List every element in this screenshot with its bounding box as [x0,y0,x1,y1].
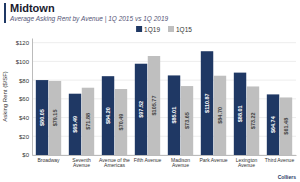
bar [69,94,81,155]
y-tick-label: $80 [19,78,30,84]
bar [36,80,48,155]
x-tick-label: Third Avenue [265,157,295,163]
y-tick-label: $0 [22,152,29,158]
data-label: $61.48 [283,118,289,135]
bar [267,94,279,155]
grid-line [32,61,296,62]
y-tick-label: $120 [16,40,30,46]
y-tick: $100 [16,59,32,65]
y-tick: $80 [19,78,32,84]
y-tick-label: $20 [19,134,30,140]
bar [214,76,226,155]
y-tick-label: $100 [16,59,30,65]
data-label: $105.77 [151,96,157,116]
data-label: $97.52 [138,101,144,118]
legend-swatch [168,26,174,32]
bar [102,76,114,155]
bar [201,51,213,155]
x-tick-label: Avenue of theAmericas [99,157,130,169]
data-label: $80.05 [39,109,45,126]
x-tick-label: MadisonAvenue [171,157,190,169]
bar [115,89,127,155]
bar [168,75,180,155]
x-tick: MadisonAvenue [171,155,190,168]
data-label: $64.74 [270,115,276,133]
y-axis-line [32,39,33,156]
bar [247,86,259,155]
plot: $0 $20 $40 $60 $80 $100 $120 Broadway SeventhAve… [16,39,297,169]
grid-line [32,80,296,81]
x-tick: Fifth Avenue [134,155,162,163]
legend-label: 1Q15 [176,26,192,34]
data-label: $79.15 [52,110,58,127]
data-label: $85.01 [171,107,177,124]
annotation: Colliers [278,174,297,180]
y-tick: $20 [19,134,32,140]
data-label: $73.65 [184,112,190,129]
bar [49,81,61,155]
y-axis-title: Asking Rent ($/SF) [2,71,8,122]
data-label: $84.70 [217,107,223,124]
chart: MidtownAverage Asking Rent by Avenue | 1… [0,0,300,182]
bar [135,64,147,155]
x-tick: Avenue of theAmericas [99,155,130,168]
legend-item: 1Q19 [136,26,160,34]
bar [148,56,160,155]
bar [234,73,246,155]
y-tick: $40 [19,115,32,121]
accent-bar [4,3,6,23]
legend-label: 1Q19 [144,26,160,34]
subtitle: Average Asking Rent by Avenue | 1Q 2015 … [9,15,169,23]
data-label: $71.88 [85,113,91,130]
y-axis: $0 $20 $40 $60 $80 $100 $120 [16,39,33,159]
x-tick: LexingtonAvenue [236,155,258,168]
y-tick: $0 [22,152,32,158]
data-label: $84.20 [105,107,111,124]
x-tick: SeventhAvenue [72,155,91,168]
x-tick: Broadway [37,155,60,163]
x-tick: Park Avenue [199,155,227,163]
bars [36,51,292,155]
y-tick: $60 [19,96,32,102]
data-labels: $80.05 $65.49 $84.20 $97.52 $85.01 $110.87 $88… [39,93,289,134]
bar [280,97,292,155]
legend-item: 1Q15 [168,26,192,34]
grid [32,43,296,155]
bar [181,86,193,155]
y-tick: $120 [16,40,32,46]
grid-line [32,42,296,43]
x-tick-label: Fifth Avenue [134,157,162,163]
x-tick: Third Avenue [265,155,295,163]
bar-series [36,51,279,155]
y-tick-label: $60 [19,96,30,102]
bar [82,88,94,155]
data-label: $110.87 [204,93,210,113]
x-tick-label: Broadway [37,157,60,163]
x-tick-label: LexingtonAvenue [236,157,258,169]
bar-series [49,56,292,155]
x-axis: Broadway SeventhAvenue Avenue of theAmeric… [33,155,297,168]
data-label: $70.49 [118,114,124,131]
data-label: $73.22 [250,112,256,129]
x-tick-label: SeventhAvenue [72,157,91,169]
title: Midtown [10,2,55,14]
legend-swatch [136,26,142,32]
y-tick-label: $40 [19,115,30,121]
data-label: $65.49 [72,116,78,133]
legend: 1Q19 1Q15 [136,26,192,34]
data-label: $88.01 [237,105,243,122]
x-tick-label: Park Avenue [199,157,227,163]
